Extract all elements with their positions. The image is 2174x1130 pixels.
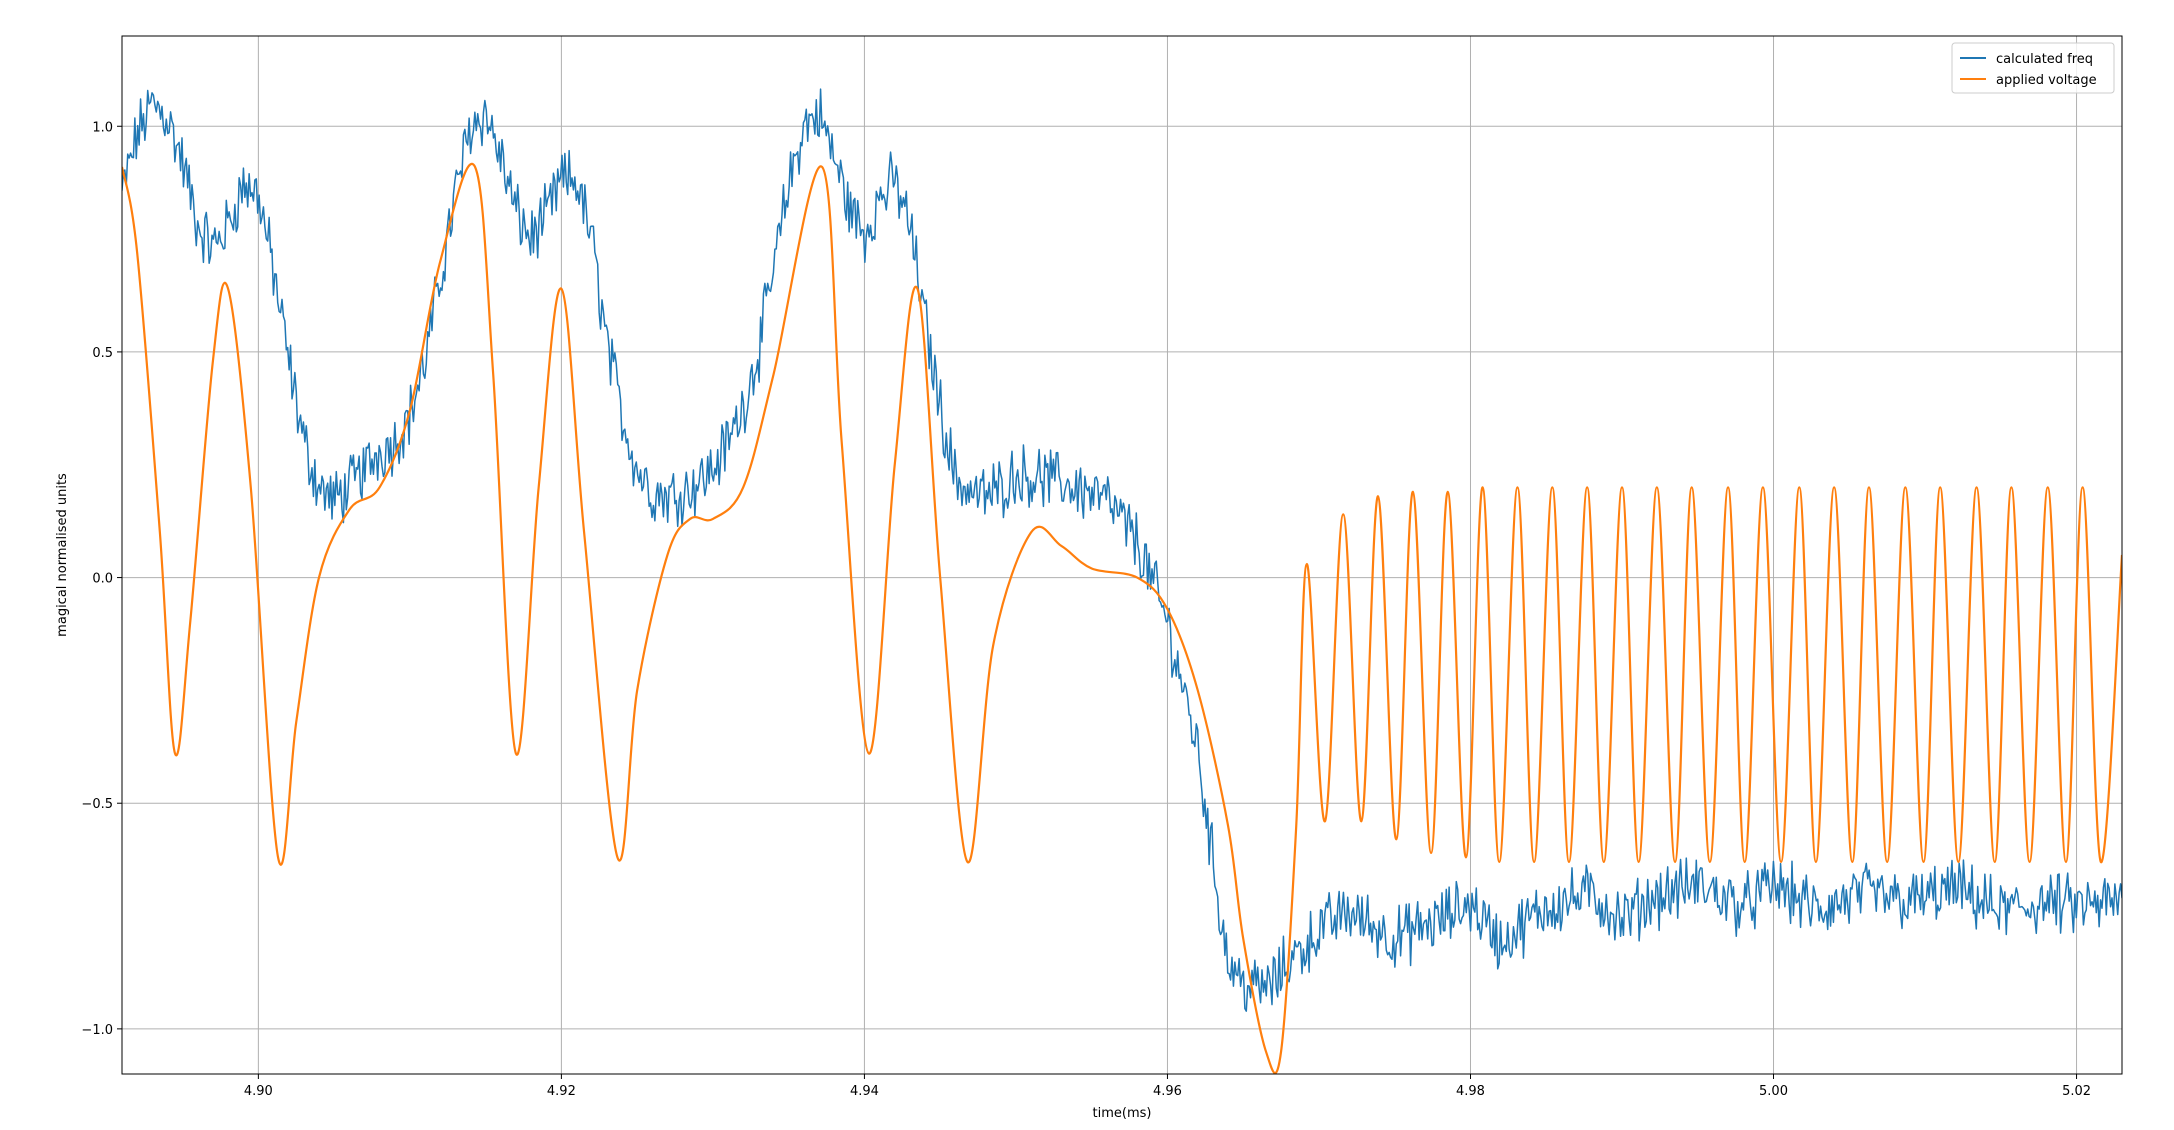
series-line-applied-voltage — [122, 162, 2122, 1074]
y-tick-label: 0.5 — [92, 346, 113, 361]
x-tick-label: 4.92 — [547, 1084, 576, 1099]
y-tick-label: 0.0 — [92, 572, 113, 587]
series-layer — [122, 88, 2122, 1074]
x-tick-label: 4.94 — [850, 1084, 879, 1099]
legend-label-applied-voltage: applied voltage — [1996, 73, 2097, 88]
x-tick-label: 4.90 — [244, 1084, 273, 1099]
x-tick-label: 5.00 — [1759, 1084, 1788, 1099]
legend: calculated freq applied voltage — [1951, 42, 2115, 94]
legend-box — [1951, 42, 2115, 94]
plot-frame — [121, 35, 2123, 1075]
series-line-calculated-freq — [122, 88, 2122, 1012]
legend-label-calculated-freq: calculated freq — [1996, 52, 2093, 67]
x-axis-label: time(ms) — [1093, 1106, 1152, 1121]
x-tick-label: 5.02 — [2062, 1084, 2091, 1099]
y-tick-label: −0.5 — [81, 797, 113, 812]
grid-layer — [122, 36, 2122, 1074]
y-tick-label: −1.0 — [81, 1023, 113, 1038]
y-tick-label: 1.0 — [92, 120, 113, 135]
y-axis-label: magical normalised units — [55, 473, 70, 637]
x-tick-label: 4.98 — [1456, 1084, 1485, 1099]
ticks-layer: 4.90 4.92 4.94 4.96 4.98 5.00 5.02 −1.0 −0.5 0.0 0… — [81, 120, 2091, 1099]
x-tick-label: 4.96 — [1153, 1084, 1182, 1099]
